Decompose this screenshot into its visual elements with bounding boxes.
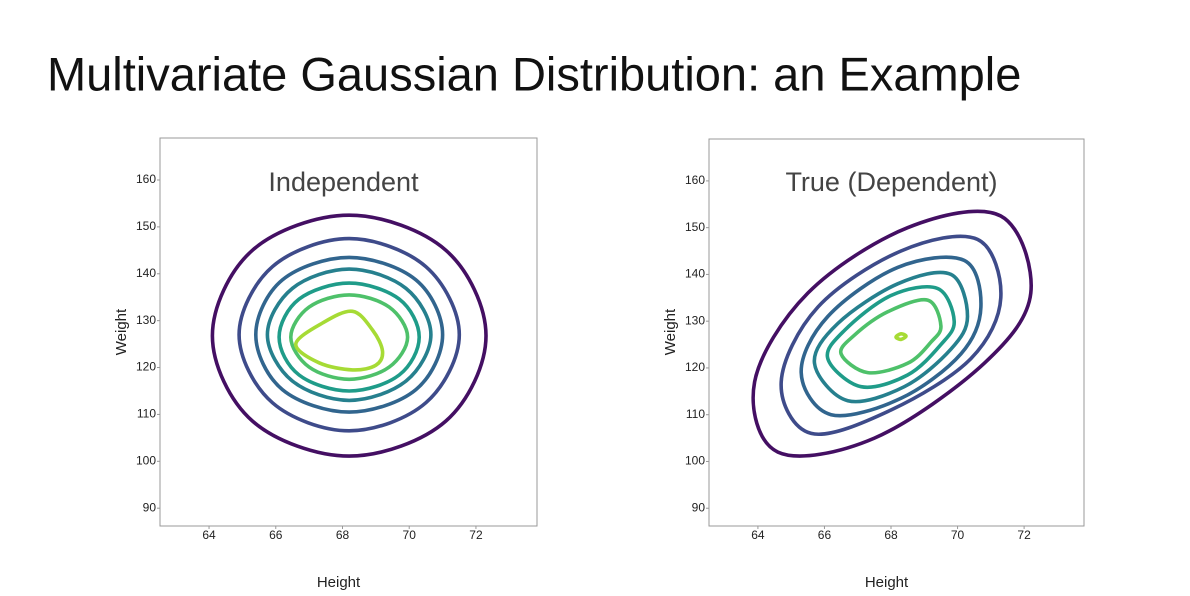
contour-line: [812, 270, 970, 404]
chart: 64 66 68 70 72 90 100 110 120 130 140 150 160 Indepen…: [113, 137, 538, 591]
y-tick-label: 160: [136, 172, 156, 186]
y-tick-label: 100: [685, 454, 705, 468]
contour-line: [779, 234, 1003, 437]
contour-line: [838, 297, 943, 375]
plot-frame: [708, 138, 1085, 527]
contour-line: [237, 236, 462, 433]
y-tick-label: 130: [685, 313, 705, 327]
contour-line: [294, 309, 385, 372]
chart-title: True (Dependent): [785, 167, 997, 197]
contour-line: [210, 213, 488, 458]
y-tick-label: 140: [136, 266, 156, 280]
contour-line: [289, 293, 410, 382]
y-tick-label: 110: [686, 407, 705, 421]
x-axis-label: Height: [317, 574, 361, 591]
contour-line: [277, 281, 421, 393]
x-tick-label: 64: [751, 528, 765, 542]
x-tick-label: 68: [336, 528, 350, 542]
x-tick-label: 70: [403, 528, 417, 542]
plot-frame: [159, 137, 538, 527]
x-tick-label: 68: [884, 528, 898, 542]
y-tick-label: 120: [136, 360, 156, 374]
y-tick-label: 140: [685, 267, 705, 281]
contour-line: [751, 209, 1033, 458]
x-axis-label: Height: [865, 574, 909, 591]
slide-title: Multivariate Gaussian Distribution: an E…: [47, 47, 1021, 100]
chart-title: Independent: [268, 167, 419, 197]
y-tick-label: 110: [137, 407, 156, 421]
x-tick-label: 66: [818, 528, 832, 542]
y-tick-label: 150: [136, 219, 156, 233]
x-tick-label: 70: [951, 528, 965, 542]
contour-line: [265, 267, 433, 403]
x-tick-label: 66: [269, 528, 283, 542]
chart: 64 66 68 70 72 90 100 110 120 130 140 150 160 True (D…: [662, 138, 1085, 591]
contour-line: [825, 285, 957, 390]
contour-line: [799, 255, 983, 418]
y-tick-label: 150: [685, 220, 705, 234]
y-tick-label: 90: [692, 500, 706, 514]
x-tick-label: 64: [202, 528, 216, 542]
y-tick-label: 160: [685, 173, 705, 187]
y-tick-label: 120: [685, 360, 705, 374]
y-axis-label: Weight: [113, 308, 130, 355]
contour-line: [254, 255, 445, 414]
x-tick-label: 72: [469, 528, 483, 542]
y-tick-label: 90: [143, 500, 157, 514]
y-axis-label: Weight: [662, 308, 679, 355]
contour-line: [894, 331, 908, 342]
y-tick-label: 130: [136, 313, 156, 327]
y-tick-label: 100: [136, 453, 156, 467]
x-tick-label: 72: [1017, 528, 1031, 542]
